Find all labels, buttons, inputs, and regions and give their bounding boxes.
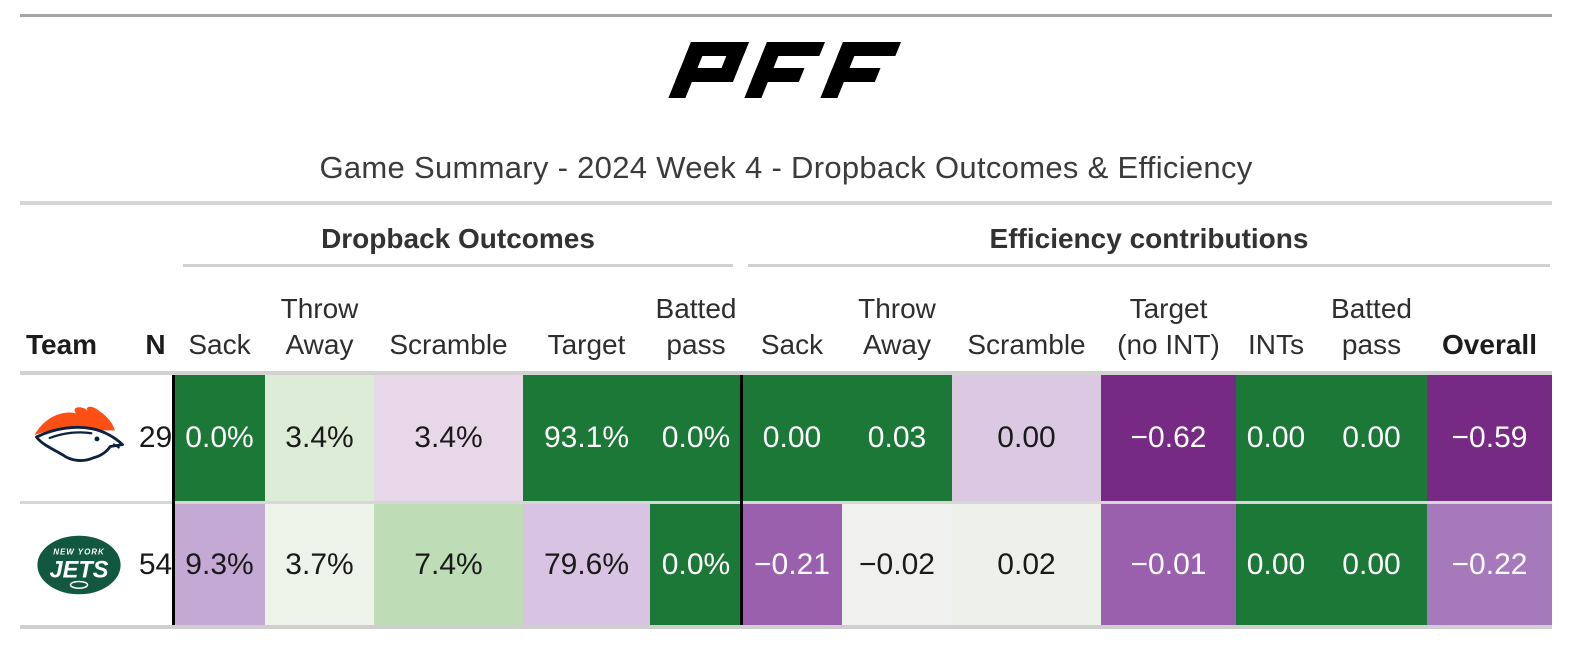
- table-cell: 0.0%: [174, 375, 265, 501]
- column-header-row: Team N Sack Throw Away Scramble Target B…: [20, 274, 1552, 371]
- header-line: Scramble: [967, 329, 1086, 360]
- table-cell: 0.00: [1316, 504, 1427, 625]
- header-line: Batted: [655, 293, 737, 324]
- header-line: N: [145, 329, 166, 360]
- col-header-eff-sack: Sack: [742, 274, 842, 371]
- team-cell-broncos: [20, 375, 137, 501]
- header-bottom-border: [20, 371, 1552, 375]
- header-line: Sack: [760, 329, 824, 360]
- top-divider: [20, 14, 1552, 17]
- table-cell: 9.3%: [174, 504, 265, 625]
- table-cell: −0.22: [1427, 504, 1552, 625]
- table-cell: −0.21: [742, 504, 842, 625]
- table-cell: 0.00: [1236, 375, 1316, 501]
- header-line: Scramble: [389, 329, 508, 360]
- group-underline-left: [183, 264, 733, 267]
- header-line: Throw: [280, 293, 359, 324]
- header-line: Batted: [1331, 293, 1412, 324]
- group-header-efficiency-contributions: Efficiency contributions: [989, 223, 1309, 254]
- col-header-batted-pass: Batted pass: [650, 274, 742, 371]
- col-header-scramble: Scramble: [374, 274, 523, 371]
- page-title: Game Summary - 2024 Week 4 - Dropback Ou…: [319, 150, 1253, 185]
- table-cell: 0.00: [1316, 375, 1427, 501]
- table-cell: 3.7%: [265, 504, 374, 625]
- team-cell-jets: NEW YORK JETS: [20, 504, 137, 625]
- table-row-broncos: 29 0.0% 3.4% 3.4% 93.1% 0.0% 0.00 0.03 0…: [20, 375, 1552, 501]
- header-line: Away: [285, 329, 354, 360]
- group-underline-right: [748, 264, 1550, 267]
- row-divider: [20, 501, 1552, 504]
- table-cell: −0.01: [1101, 504, 1236, 625]
- header-line: Overall: [1442, 329, 1537, 360]
- header-line: Target: [547, 329, 626, 360]
- header-line: pass: [666, 329, 726, 360]
- header-line: (no INT): [1117, 329, 1220, 360]
- title-divider: [20, 201, 1552, 205]
- col-header-eff-scramble: Scramble: [952, 274, 1101, 371]
- table-cell: 3.4%: [265, 375, 374, 501]
- svg-text:JETS: JETS: [49, 557, 108, 583]
- table-cell: 3.4%: [374, 375, 523, 501]
- table-cell: 0.00: [742, 375, 842, 501]
- col-header-eff-batted-pass: Batted pass: [1316, 274, 1427, 371]
- col-header-team: Team: [20, 274, 137, 371]
- col-header-throw-away: Throw Away: [265, 274, 374, 371]
- table-cell: 93.1%: [523, 375, 650, 501]
- group-divider-middle: [740, 375, 743, 625]
- col-header-target-no-int: Target (no INT): [1101, 274, 1236, 371]
- n-cell: 29: [137, 375, 174, 501]
- col-header-sack: Sack: [174, 274, 265, 371]
- col-header-n: N: [137, 274, 174, 371]
- table-bottom-border: [20, 625, 1552, 629]
- col-header-eff-throw-away: Throw Away: [842, 274, 952, 371]
- group-header-dropback-outcomes: Dropback Outcomes: [321, 223, 595, 254]
- header-line: Team: [26, 329, 98, 360]
- pff-logo: [0, 36, 1572, 106]
- table-cell: 0.03: [842, 375, 952, 501]
- table-cell: −0.59: [1427, 375, 1552, 501]
- table-cell: −0.62: [1101, 375, 1236, 501]
- col-header-ints: INTs: [1236, 274, 1316, 371]
- table-cell: 79.6%: [523, 504, 650, 625]
- table-cell: 0.0%: [650, 504, 742, 625]
- col-header-target: Target: [523, 274, 650, 371]
- header-line: Sack: [188, 329, 251, 360]
- group-divider-left: [172, 375, 175, 625]
- header-line: pass: [1341, 329, 1402, 360]
- header-line: INTs: [1248, 329, 1304, 360]
- table-cell: 7.4%: [374, 504, 523, 625]
- jets-logo: NEW YORK JETS: [36, 535, 121, 594]
- header-line: Away: [863, 329, 931, 360]
- header-line: Throw: [858, 293, 936, 324]
- table-cell: 0.00: [1236, 504, 1316, 625]
- svg-text:NEW YORK: NEW YORK: [53, 547, 105, 556]
- header-line: Target: [1129, 293, 1208, 324]
- table-cell: 0.0%: [650, 375, 742, 501]
- table-cell: 0.00: [952, 375, 1101, 501]
- pff-logo-graphic: [668, 42, 901, 98]
- table-row-jets: NEW YORK JETS 54 9.3% 3.7% 7.4% 79.6% 0.…: [20, 504, 1552, 625]
- broncos-logo: [34, 406, 124, 462]
- table-cell: −0.02: [842, 504, 952, 625]
- col-header-overall: Overall: [1427, 274, 1552, 371]
- table-cell: 0.02: [952, 504, 1101, 625]
- n-cell: 54: [137, 504, 174, 625]
